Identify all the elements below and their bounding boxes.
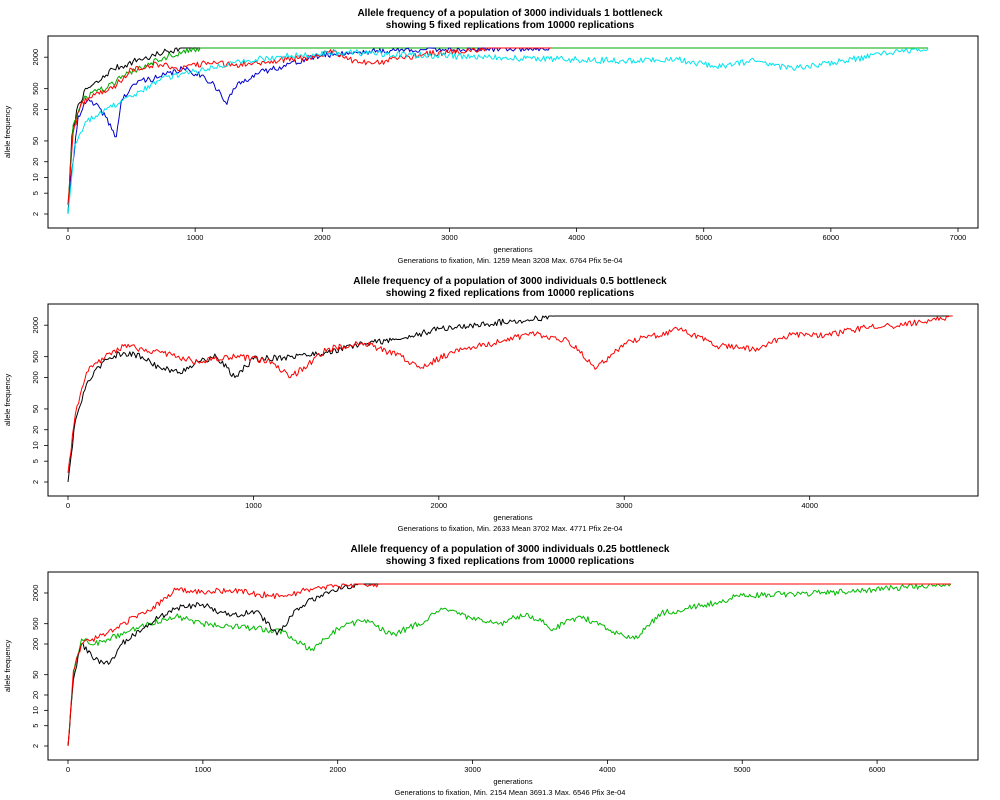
chart-1-subtitle: showing 5 fixed replications from 10000 …	[385, 20, 635, 31]
x-tick-label: 3000	[441, 233, 458, 242]
plot-frame	[47, 35, 979, 229]
series-line	[67, 47, 928, 205]
y-tick-label: 200	[31, 103, 40, 116]
x-tick-label: 1000	[195, 765, 212, 774]
y-tick-label: 500	[31, 350, 40, 363]
chart-3-title: Allele frequency of a population of 3000…	[350, 544, 670, 555]
series-line	[67, 47, 552, 205]
chart-2-title: Allele frequency of a population of 3000…	[353, 276, 667, 287]
y-tick-label: 2000	[31, 317, 40, 334]
y-tick-label: 2	[31, 480, 40, 484]
series-line	[67, 315, 953, 473]
y-tick-label: 2000	[31, 49, 40, 66]
y-tick-label: 200	[31, 638, 40, 651]
plot-frame	[47, 303, 979, 497]
y-axis-label: allele frequency	[3, 373, 12, 426]
chart-3-plot: 0 1000 2000 3000 4000 5000 6000 2 5 10 20 50 200 500 2…	[3, 571, 979, 786]
x-tick-label: 5000	[695, 233, 712, 242]
y-tick-label: 500	[31, 617, 40, 630]
y-tick-label: 2000	[31, 585, 40, 602]
x-tick-label: 0	[66, 765, 70, 774]
x-axis-label: generations	[493, 245, 532, 254]
y-tick-label: 50	[31, 671, 40, 679]
x-tick-label: 3000	[616, 501, 633, 510]
x-tick-label: 1000	[187, 233, 204, 242]
chart-panel-2: Allele frequency of a population of 3000…	[0, 268, 1000, 536]
x-tick-label: 2000	[430, 501, 447, 510]
y-tick-label: 5	[31, 459, 40, 463]
chart-3-subtitle: showing 3 fixed replications from 10000 …	[385, 556, 635, 567]
series-line	[67, 47, 552, 215]
y-tick-label: 50	[31, 137, 40, 145]
chart-2-footer: Generations to fixation, Min. 2633 Mean …	[397, 524, 623, 533]
y-tick-label: 50	[31, 405, 40, 413]
y-tick-label: 20	[31, 691, 40, 699]
y-tick-label: 2	[31, 212, 40, 216]
series-line	[67, 583, 951, 747]
x-axis-label: generations	[493, 777, 532, 786]
series-line	[67, 583, 951, 747]
x-tick-label: 3000	[464, 765, 481, 774]
y-axis-label: allele frequency	[3, 639, 12, 692]
y-axis-label: allele frequency	[3, 105, 12, 158]
series-line	[67, 47, 929, 215]
chart-1-title: Allele frequency of a population of 3000…	[357, 8, 663, 19]
y-tick-label: 20	[31, 426, 40, 434]
series-line	[67, 47, 552, 205]
x-tick-label: 4000	[568, 233, 585, 242]
y-tick-label: 20	[31, 158, 40, 166]
x-tick-label: 6000	[823, 233, 840, 242]
chart-2-subtitle: showing 2 fixed replications from 10000 …	[385, 288, 635, 299]
x-tick-label: 7000	[950, 233, 967, 242]
y-tick-label: 200	[31, 371, 40, 384]
x-tick-label: 1000	[245, 501, 262, 510]
x-tick-label: 0	[66, 233, 70, 242]
chart-3-footer: Generations to fixation, Min. 2154 Mean …	[394, 788, 626, 797]
chart-panel-1: Allele frequency of a population of 3000…	[0, 0, 1000, 268]
x-tick-label: 6000	[869, 765, 886, 774]
series-line	[67, 583, 952, 747]
series-line	[67, 315, 953, 483]
x-tick-label: 2000	[329, 765, 346, 774]
chart-panel-3: Allele frequency of a population of 3000…	[0, 536, 1000, 800]
chart-1-plot: 0 1000 2000 3000 4000 5000 6000 7000 2 5 10 20 50 200…	[3, 35, 979, 254]
x-tick-label: 4000	[801, 501, 818, 510]
chart-1-footer: Generations to fixation, Min. 1259 Mean …	[397, 256, 623, 265]
x-axis-label: generations	[493, 513, 532, 522]
plot-frame	[47, 571, 979, 761]
x-tick-label: 0	[66, 501, 70, 510]
x-tick-label: 4000	[599, 765, 616, 774]
y-tick-label: 10	[31, 706, 40, 714]
y-tick-label: 5	[31, 724, 40, 728]
y-tick-label: 10	[31, 173, 40, 181]
y-tick-label: 2	[31, 744, 40, 748]
y-tick-label: 5	[31, 191, 40, 195]
x-tick-label: 2000	[314, 233, 331, 242]
y-tick-label: 500	[31, 82, 40, 95]
x-tick-label: 5000	[734, 765, 751, 774]
chart-2-plot: 0 1000 2000 3000 4000 2 5 10 20 50 200 500 2000 gener…	[3, 303, 979, 522]
y-tick-label: 10	[31, 441, 40, 449]
